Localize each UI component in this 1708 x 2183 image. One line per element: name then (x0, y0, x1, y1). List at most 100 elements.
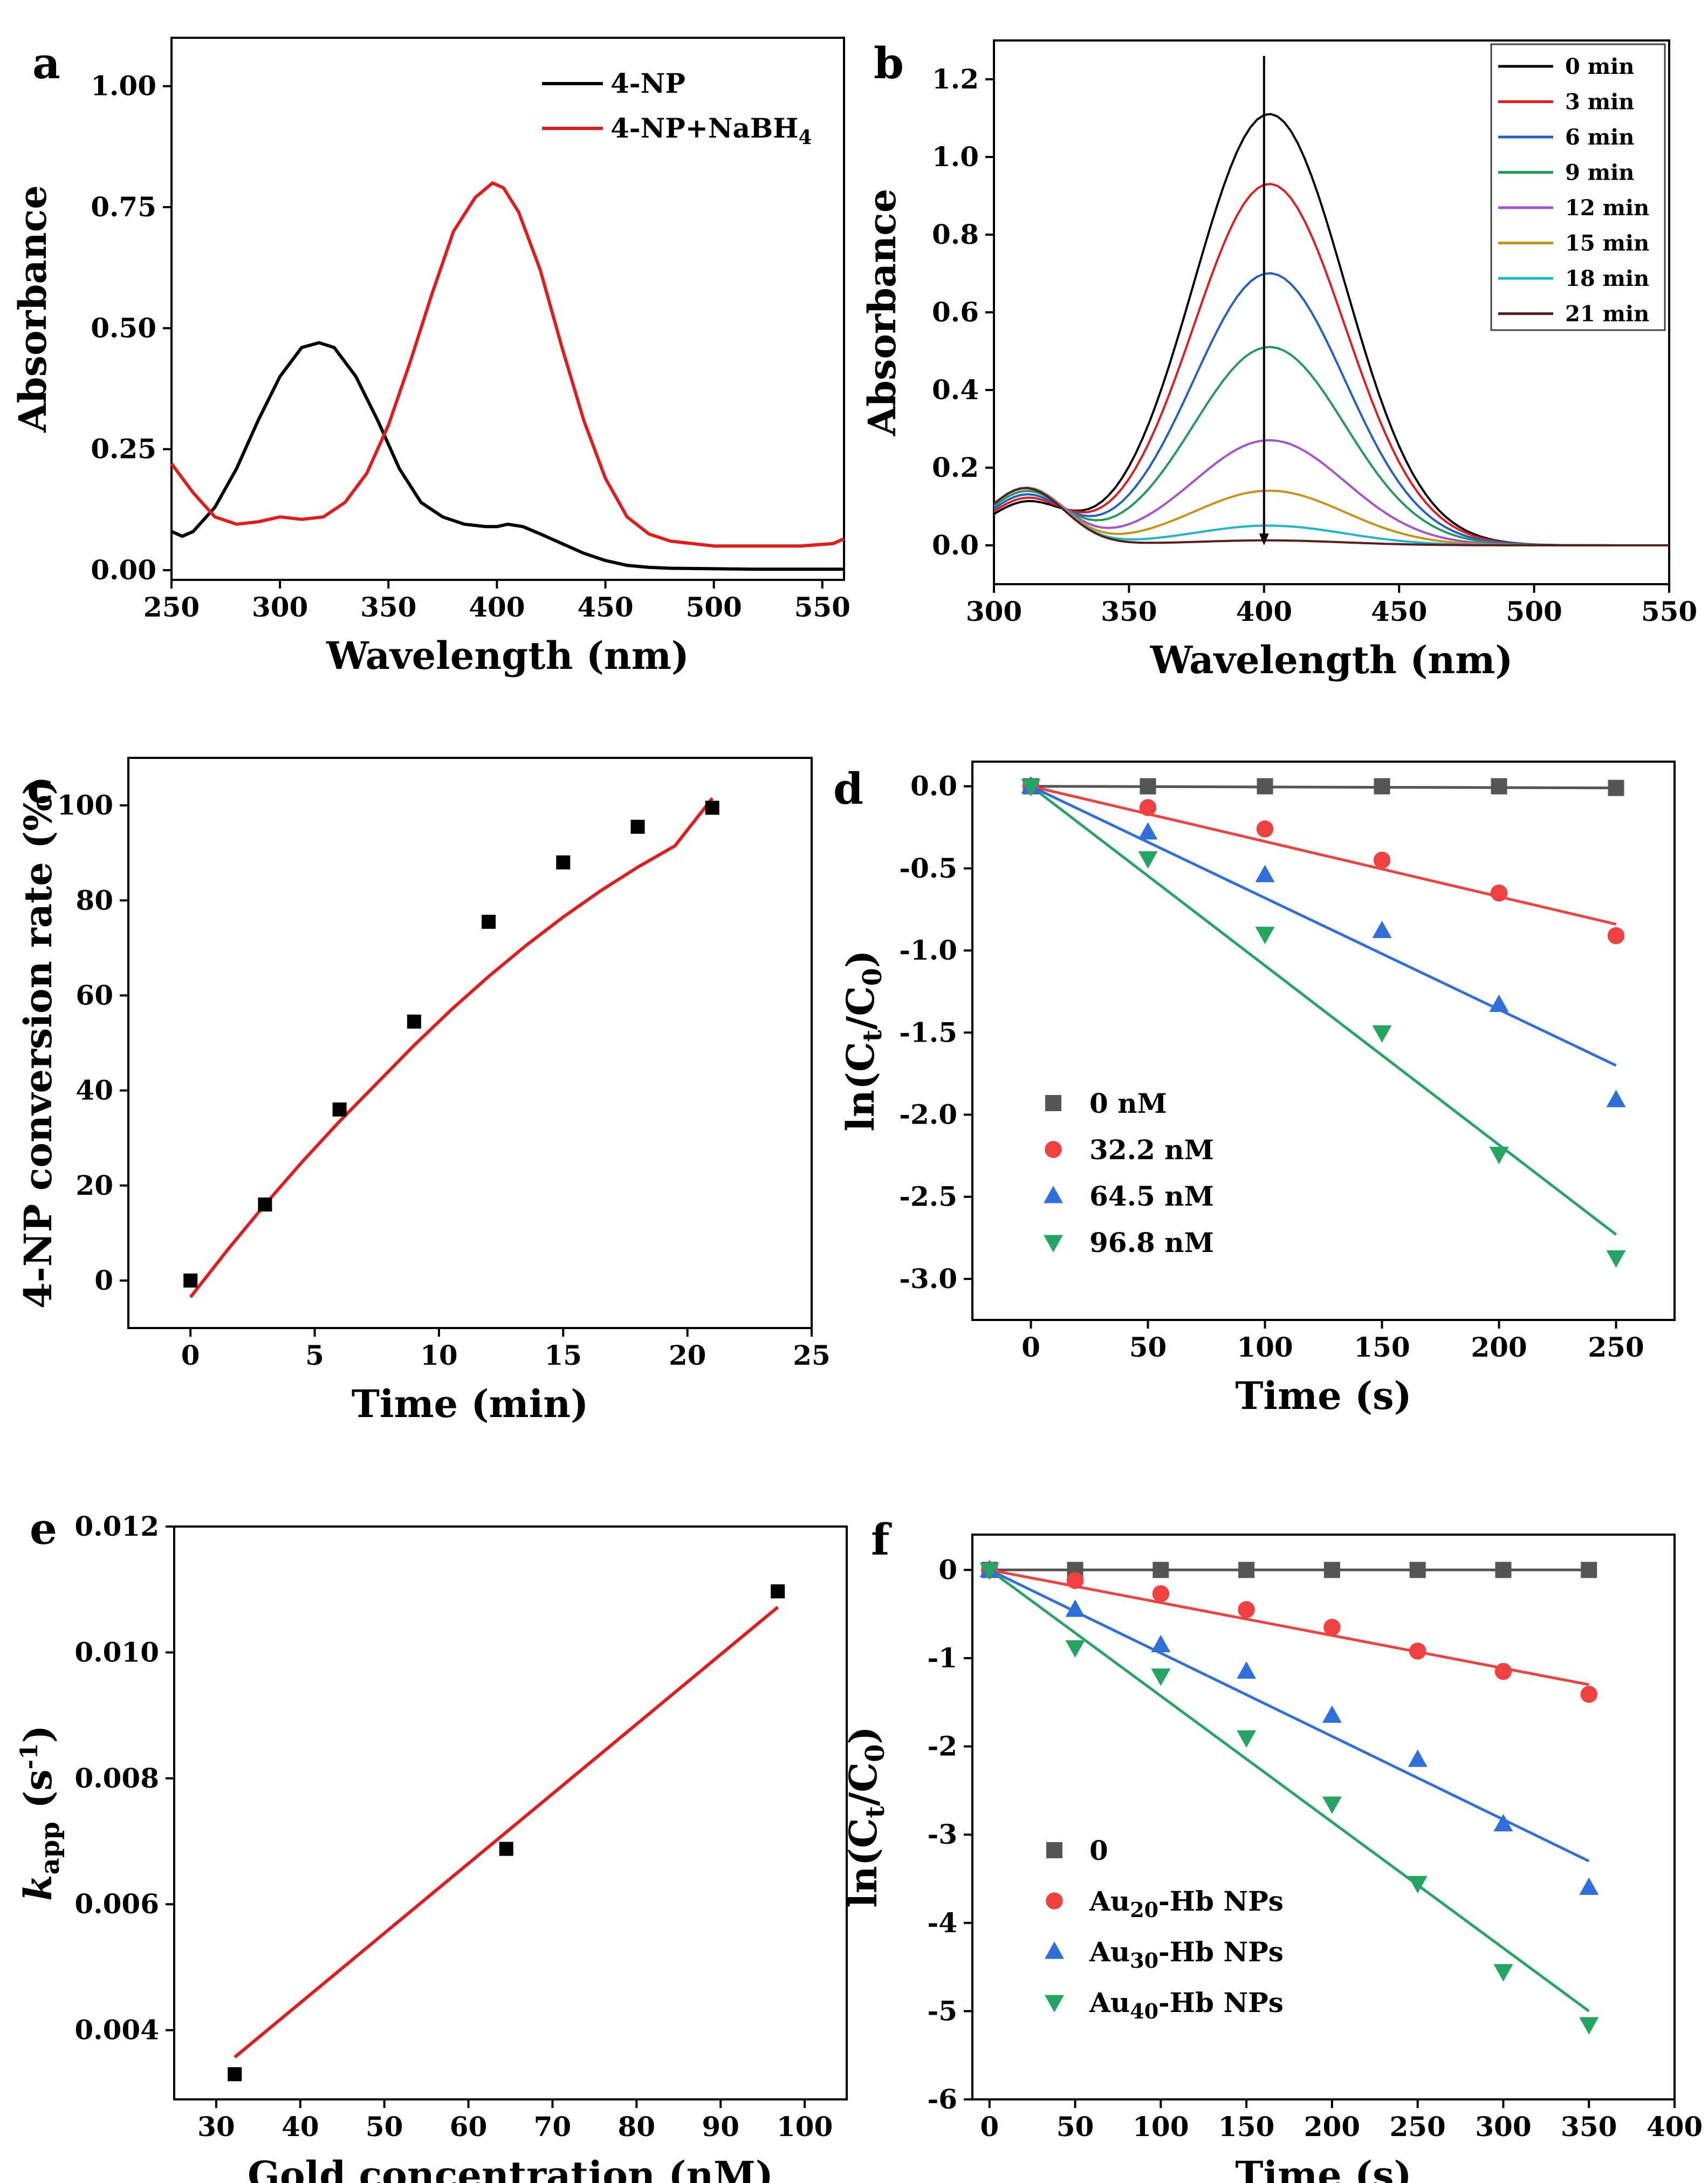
panel-f-data-point (1237, 1730, 1257, 1748)
panel-e-frame (173, 1525, 848, 2100)
panel-b-legend-label: 6 min (1565, 125, 1634, 150)
panel-d-legend-label: 0 nM (1089, 1087, 1167, 1119)
panel-b-legend-label: 0 min (1565, 54, 1634, 79)
panel-b-ytick-label: 0.4 (932, 374, 979, 406)
panel-a-letter: a (32, 38, 60, 88)
legend-part: -Hb NPs (1158, 1987, 1284, 2018)
panel-c-data-point (258, 1197, 272, 1212)
panel-e-data-point (228, 2067, 242, 2082)
panel-b-ytick-label: 0.6 (932, 296, 979, 328)
panel-a-xtick-label: 250 (143, 591, 200, 623)
panel-d-data-point (1606, 1090, 1626, 1107)
panel-d-data-point (1140, 778, 1156, 795)
panel-d-fit-line (1030, 785, 1617, 1067)
panel-f-legend-marker (1046, 1842, 1062, 1858)
panel-f-data-point (1322, 1705, 1342, 1723)
panel-d-data-point (1489, 1147, 1509, 1165)
panel-c-data-point (556, 855, 571, 870)
panel-f-data-point (1323, 1619, 1341, 1636)
panel-f-ytick-label: 0 (938, 1554, 957, 1585)
panel-d-data-point (1372, 1025, 1392, 1043)
legend-part: -Hb NPs (1158, 1936, 1284, 1968)
panel-f-axes: 0 50 100 150 200 250 300 350 4000-1-2-3-4-5-6Tim… (871, 1514, 1703, 2183)
panel-c-frame (127, 757, 813, 1329)
panel-f-data-point (1237, 1661, 1257, 1679)
panel-d-xtick-label: 0 (1021, 1331, 1040, 1363)
panel-b-legend-label: 15 min (1565, 231, 1649, 256)
panel-b-arrow-head (1259, 533, 1269, 545)
panel-f-legend-marker (1046, 1892, 1063, 1910)
panel-f-legend-label: Au20-Hb NPs (1089, 1885, 1284, 1922)
panel-f-data-point (1493, 1814, 1513, 1832)
legend-part: 4-NP+NaBH (611, 112, 798, 144)
panel-a-legend-label: 4-NP (611, 67, 685, 99)
panel-b-ytick-label: 1.0 (932, 141, 979, 173)
panel-e-axes: 30 40 50 60 70 80 90 100 0.004 0.006 0.008 0.010 0.0… (30, 1503, 848, 2183)
panel-d-data-point (1139, 799, 1157, 816)
panel-b-ylabel: Absorbance (860, 189, 904, 437)
panel-d-ytick-label: -3.0 (899, 1263, 957, 1295)
panel-c-data-point (705, 800, 719, 815)
panel-d-data-point (1255, 927, 1275, 945)
panel-e-xtick-label: 60 (450, 2111, 488, 2143)
panel-d-ylabel: ln(Ct/C0) (838, 950, 888, 1131)
panel-b-letter: b (874, 38, 904, 88)
panel-d-data-point (1374, 778, 1390, 795)
panel-b-legend-label: 18 min (1565, 266, 1649, 291)
panel-f-data-point (1323, 1562, 1340, 1578)
panel-c-letter: c (27, 762, 53, 813)
panel-d-data-point (1021, 779, 1041, 797)
panel-f-xtick-label: 400 (1647, 2111, 1703, 2143)
panel-d-fit-line (1030, 785, 1617, 1236)
panel-d-fit-line (1030, 785, 1617, 926)
panel-f-data-point (1581, 1562, 1597, 1578)
panel-d-ytick-label: -0.5 (899, 852, 957, 884)
panel-d-data-point (1608, 779, 1624, 796)
panel-b-ytick-label: 0.2 (932, 451, 979, 483)
panel-f-data-point (1065, 1599, 1085, 1617)
panel-c-fit-line (189, 797, 714, 1298)
ylabel-subscript: t (858, 1030, 888, 1042)
panel-c-data-point (183, 1273, 198, 1288)
panel-a-ylabel: Absorbance (10, 185, 55, 433)
panel-b-legend-label: 21 min (1565, 302, 1649, 327)
panel-f-data-point (1495, 1562, 1512, 1578)
ylabel-part: ln(C (841, 1818, 886, 1907)
panel-d-ytick-label: -1.0 (899, 934, 957, 966)
panel-d-data-point (1490, 884, 1508, 902)
panel-c-xtick-label: 5 (305, 1339, 324, 1371)
panel-f-data-point (1580, 1686, 1597, 1703)
ylabel-part: /C (841, 1762, 886, 1806)
panel-f-legend-marker (1045, 1995, 1064, 2013)
panel-d-fit-line (1031, 785, 1616, 790)
panel-b-legend-box (1490, 43, 1666, 331)
panel-f-ytick-label: -1 (927, 1642, 957, 1674)
panel-b-legend-label: 3 min (1565, 90, 1634, 115)
panel-a-ytick-label: 0.75 (91, 191, 156, 223)
panel-f-xtick-label: 250 (1389, 2111, 1445, 2143)
panel-c-data-point (407, 1014, 421, 1029)
panel-d-data-point (1372, 920, 1392, 939)
ylabel-part: ) (841, 1726, 886, 1744)
panel-a-xtick-label: 450 (577, 591, 633, 623)
legend-subscript: 4 (798, 126, 812, 149)
panel-d-letter: d (833, 763, 863, 814)
ylabel-subscript: app (35, 1822, 65, 1874)
ylabel-subscript: 0 (860, 1744, 890, 1762)
panel-d-legend-label: 96.8 nM (1089, 1227, 1214, 1258)
panel-d-xtick-label: 250 (1588, 1331, 1644, 1363)
legend-part: Au (1089, 1987, 1130, 2018)
panel-f-fit-line (989, 1569, 1590, 2013)
panel-d-xtick-label: 100 (1237, 1331, 1293, 1363)
panel-e-xtick-label: 50 (366, 2111, 403, 2143)
panel-d-data-point (1373, 851, 1391, 869)
panel-c-xtick-label: 15 (544, 1339, 582, 1371)
panel-c-ytick-label: 20 (76, 1169, 113, 1201)
panel-d-legend-marker (1044, 1186, 1063, 1203)
ylabel-part: k (16, 1874, 60, 1901)
panel-a-xtick-label: 500 (685, 591, 742, 623)
panel-f-ytick-label: -2 (927, 1730, 957, 1762)
panel-d-xtick-label: 150 (1354, 1331, 1410, 1363)
panel-f-data-point (1494, 1662, 1512, 1680)
